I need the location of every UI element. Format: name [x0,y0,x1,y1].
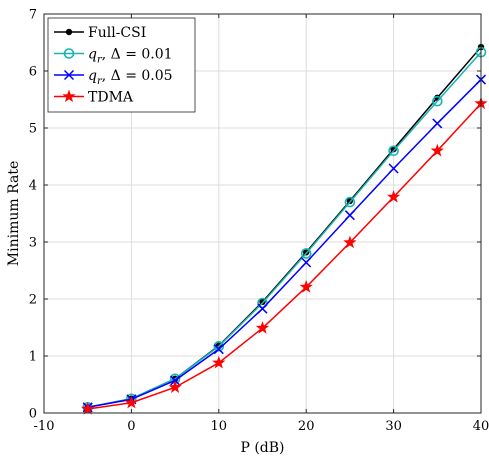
y-tick-label: 2 [29,293,37,308]
data-point [257,303,268,314]
legend-marker [63,69,75,81]
data-point [299,280,313,293]
data-point [388,163,399,174]
data-point [255,321,270,334]
data-point [213,344,224,355]
x-tick-label: 40 [473,419,489,434]
data-point [124,395,139,409]
y-tick-label: 7 [29,8,37,23]
y-tick-label: 1 [29,350,37,365]
legend-label: qr, Δ = 0.05 [88,68,173,87]
y-tick-label: 5 [29,122,37,137]
data-point [301,257,312,268]
data-point [386,189,401,203]
legend-item: TDMA [54,89,134,106]
data-point [81,402,95,415]
series-line [87,51,482,409]
data-point [343,235,357,249]
y-tick-label: 4 [29,179,37,194]
legend: Full-CSI qr, Δ = 0.01 qr, Δ = 0.05 TDMA [47,17,196,113]
series-line [87,102,482,410]
legend-item: qr, Δ = 0.05 [54,68,173,87]
x-tick-label: 10 [211,419,228,434]
data-point [431,95,443,107]
data-point [344,210,355,221]
y-tick-label: 0 [29,407,37,422]
legend-marker [63,48,75,59]
data-point [432,118,443,129]
legend-label: TDMA [88,90,134,106]
series-2 [82,74,487,413]
series-line [87,79,482,409]
data-point [300,248,312,259]
x-tick-label: 20 [298,419,315,434]
x-axis-title: P (dB) [240,440,284,456]
data-point [212,355,226,369]
y-tick-label: 6 [29,65,37,80]
series-layer [81,43,488,415]
legend-item: qr, Δ = 0.01 [54,47,173,66]
legend-label: qr, Δ = 0.01 [88,47,173,66]
legend-marker [62,89,76,103]
series-3 [81,96,488,415]
plot-frame [43,13,482,414]
data-point [344,196,356,208]
legend-item: Full-CSI [54,25,146,41]
data-point [168,380,182,394]
x-tick-label: 0 [127,419,135,434]
data-point [388,145,399,157]
data-point [430,143,444,157]
legend-marker [65,28,73,36]
legend-label: Full-CSI [88,25,146,41]
data-point [390,145,397,153]
y-axis-title: Minimum Rate [6,161,22,266]
x-tick-label: 30 [385,419,402,434]
y-tick-label: 3 [29,236,37,251]
data-point [213,341,225,352]
x-tick-label: -10 [34,419,55,434]
